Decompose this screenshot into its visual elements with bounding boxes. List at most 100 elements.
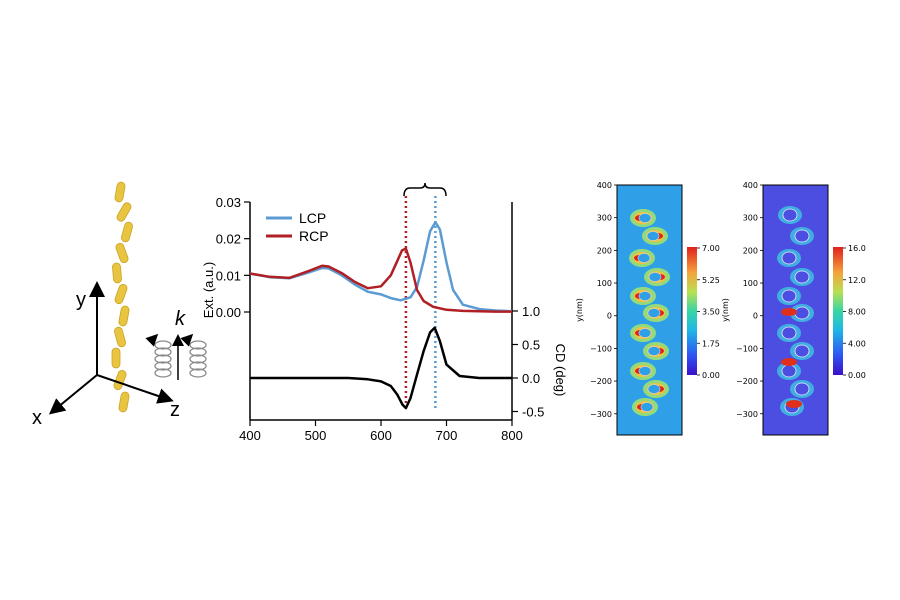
lcp-series-line [249,220,513,313]
ext-y-tick-label: 0.00 [216,305,241,320]
cd-y-tick-label: 0.0 [522,371,540,386]
helix-rods [111,181,133,413]
x-tick-label: 400 [239,428,261,443]
schematic: y x z k [32,181,207,429]
rod-cross-section [638,291,652,301]
heatmap-y-tick-label: −300 [590,410,612,419]
rcp-coil-icon [180,333,207,378]
splitting-brace [403,182,447,197]
rod-cross-section [781,326,797,340]
chart-ticks: 400 500 600 700 800 0.00 0.01 0.02 0.03 -0.5 0.0 0.… [216,195,545,443]
heatmap-y-tick-label: 400 [743,181,758,190]
heatmap-y-tick-label: −100 [590,344,612,353]
gold-nanorod [111,347,121,369]
ext-axis-label: Ext. (a.u.) [201,262,216,318]
gold-nanorod [114,283,128,305]
cd-y-tick-label: -0.5 [522,405,544,420]
x-tick-label: 600 [370,428,392,443]
rod-cross-section [647,308,661,318]
rod-cross-section [782,208,798,222]
gold-nanorod [113,369,127,391]
heatmap-right-ylabel: y(nm) [721,298,730,322]
legend-rcp-label: RCP [299,228,329,244]
heatmap-y-tick-label: 0 [753,312,758,321]
rod-cross-section [647,384,661,394]
colorbar-right-ticks: 16.0 12.0 8.00 4.00 0.00 [843,244,866,380]
colorbar-left [687,247,697,375]
rod-cross-section [794,229,810,243]
heatmap-y-tick-label: 100 [597,279,612,288]
rod-cross-section [781,289,797,303]
colorbar-tick-label: 8.00 [848,308,866,317]
heatmap-left: 400 300 200 100 0 −100 −200 −300 y(nm) 7.00 5.25… [575,181,720,436]
heatmap-y-tick-label: 300 [597,214,612,223]
gold-nanorod [118,391,130,413]
z-axis-arrow [96,374,174,404]
y-axis-label: y [76,289,86,311]
heatmap-right-ticks: 400 300 200 100 0 −100 −200 −300 [736,181,763,419]
colorbar-tick-label: 1.75 [702,339,720,348]
heatmap-left-hotspots [629,209,670,416]
heatmap-y-tick-label: 200 [743,246,758,255]
z-axis-label: z [170,399,180,421]
x-tick-label: 700 [436,428,458,443]
gold-nanorod [115,242,129,264]
colorbar-tick-label: 0.00 [702,371,720,380]
rod-cross-section [640,402,654,412]
x-tick-label: 500 [305,428,327,443]
x-axis-label: x [32,407,42,429]
rod-cross-section [648,272,662,282]
rod-cross-section [638,328,652,338]
colorbar-tick-label: 7.00 [702,244,720,253]
rod-cross-section [781,251,797,265]
ext-y-tick-label: 0.02 [216,232,241,247]
rod-cross-section [647,346,661,356]
rod-cross-section [637,253,651,263]
rod-cross-section [781,364,797,378]
gold-nanorod [112,262,122,284]
colorbar-tick-label: 0.00 [848,371,866,380]
gold-nanorod [116,202,132,222]
rod-cross-section [794,344,810,358]
colorbar-right [833,247,843,375]
heatmap-y-tick-label: 100 [743,279,758,288]
rod-cross-section [646,231,660,241]
heatmap-right-hotspots [777,206,814,416]
cd-y-tick-label: 0.5 [522,338,540,353]
heatmap-y-tick-label: −200 [736,377,758,386]
lcp-coil-icon [145,333,172,378]
cd-y-tick-label: 1.0 [522,304,540,319]
cd-series-line [250,326,512,410]
heatmap-right: 400 300 200 100 0 −100 −200 −300 y(nm) 16.0 12.0… [721,181,866,436]
colorbar-tick-label: 16.0 [848,244,866,253]
ext-y-tick-label: 0.01 [216,268,241,283]
cd-axis-label: CD (deg) [553,344,568,397]
colorbar-left-ticks: 7.00 5.25 3.50 1.75 0.00 [697,244,720,380]
rcp-series-line [249,247,512,313]
heatmap-y-tick-label: −200 [590,377,612,386]
rod-cross-section [794,382,810,396]
rod-cross-section [638,213,652,223]
x-tick-label: 800 [501,428,523,443]
legend-lcp-label: LCP [299,210,326,226]
gold-nanorod [118,305,130,327]
heatmap-y-tick-label: 300 [743,214,758,223]
colorbar-tick-label: 3.50 [702,308,720,317]
series-layer [249,196,513,410]
gold-nanorod [121,221,133,243]
field-core [786,400,802,408]
rod-cross-section [794,270,810,284]
rod-cross-section [638,366,652,376]
x-axis-arrow [48,374,98,415]
heatmap-y-tick-label: 400 [597,181,612,190]
rod-cross-section [794,306,810,320]
colorbar-tick-label: 12.0 [848,276,866,285]
heatmap-y-tick-label: 200 [597,246,612,255]
heatmap-y-tick-label: 0 [607,312,612,321]
spectra-chart: 400 500 600 700 800 0.00 0.01 0.02 0.03 -0.5 0.0 0.… [201,182,568,443]
gold-nanorod [114,326,126,348]
colorbar-tick-label: 5.25 [702,276,720,285]
heatmap-left-ticks: 400 300 200 100 0 −100 −200 −300 [590,181,617,419]
wave-vector-label: k [175,308,186,330]
